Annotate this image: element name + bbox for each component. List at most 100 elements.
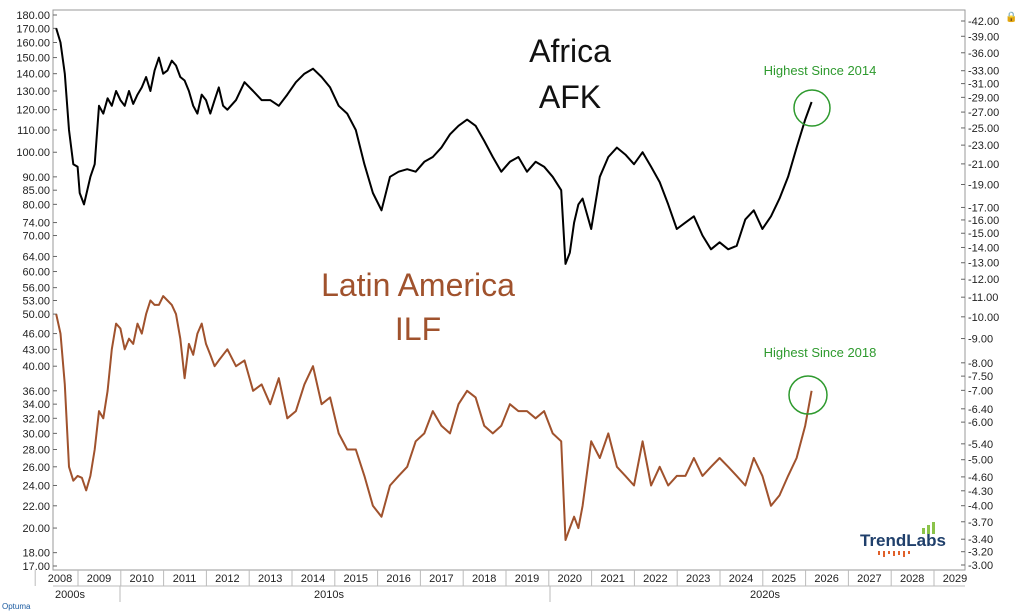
- right-tick-label: -29.00: [968, 92, 999, 104]
- x-tick-label: 2027: [857, 573, 881, 585]
- decade-axis: 2000s 2010s 2020s: [55, 586, 780, 602]
- left-tick-label: 26.00: [22, 462, 50, 474]
- right-tick-label: -4.30: [968, 486, 993, 498]
- right-tick-label: -21.00: [968, 159, 999, 171]
- left-tick-label: 70.00: [22, 231, 50, 243]
- right-tick-label: -9.00: [968, 334, 993, 346]
- right-tick-label: -3.00: [968, 560, 993, 572]
- x-tick-label: 2012: [215, 573, 239, 585]
- left-tick-label: 180.00: [16, 10, 50, 22]
- right-tick-label: -16.00: [968, 215, 999, 227]
- annotation-africa: Africa: [529, 33, 611, 69]
- right-tick-label: -33.00: [968, 66, 999, 78]
- series-line-ilf: [55, 295, 813, 541]
- left-tick-label: 90.00: [22, 172, 50, 184]
- left-tick-label: 34.00: [22, 399, 50, 411]
- left-tick-label: 56.00: [22, 283, 50, 295]
- left-tick-label: 30.00: [22, 428, 50, 440]
- left-tick-label: 36.00: [22, 386, 50, 398]
- right-axis: -42.00 -39.00 -36.00 -33.00-31.00-29.00 -27.…: [961, 16, 999, 572]
- left-tick-label: 17.00: [22, 561, 50, 573]
- decade-label: 2020s: [750, 589, 780, 601]
- x-tick-label: 2024: [729, 573, 753, 585]
- x-tick-label: 2015: [344, 573, 368, 585]
- x-tick-label: 2011: [173, 573, 197, 585]
- x-tick-label: 2014: [301, 573, 325, 585]
- right-tick-label: -7.00: [968, 385, 993, 397]
- right-tick-label: -10.00: [968, 312, 999, 324]
- x-tick-label: 2017: [429, 573, 453, 585]
- x-tick-label: 2018: [472, 573, 496, 585]
- right-tick-label: -27.00: [968, 107, 999, 119]
- decade-label: 2000s: [55, 589, 85, 601]
- x-tick-label: 2008: [48, 573, 72, 585]
- left-tick-label: 110.00: [17, 125, 50, 137]
- x-tick-label: 2010: [130, 573, 154, 585]
- annotation-highest-2018: Highest Since 2018: [764, 345, 877, 360]
- left-tick-label: 53.00: [22, 295, 50, 307]
- left-tick-label: 28.00: [22, 444, 50, 456]
- annotation-latin-america: Latin America: [321, 267, 515, 303]
- right-tick-label: -3.40: [968, 534, 993, 546]
- left-tick-label: 22.00: [22, 501, 50, 513]
- right-tick-label: -4.60: [968, 472, 993, 484]
- right-tick-label: -14.00: [968, 242, 999, 254]
- right-tick-label: -6.40: [968, 404, 993, 416]
- left-tick-label: 20.00: [22, 523, 50, 535]
- left-tick-label: 18.00: [22, 548, 50, 560]
- trendlabs-logo: TrendLabs: [860, 522, 946, 557]
- optuma-brand: Optuma: [2, 602, 31, 611]
- logo-text: TrendLabs: [860, 531, 946, 550]
- left-tick-label: 43.00: [22, 344, 50, 356]
- left-tick-label: 50.00: [22, 309, 50, 321]
- decade-label: 2010s: [314, 589, 344, 601]
- x-axis: 2008 2009 2010 2011 2012 2013 2014 2015 2016 2017…: [34, 570, 967, 587]
- right-tick-label: -42.00: [968, 16, 999, 28]
- left-tick-label: 85.00: [22, 185, 50, 197]
- x-tick-label: 2022: [643, 573, 667, 585]
- right-tick-label: -31.00: [968, 79, 999, 91]
- left-tick-label: 74.00: [22, 218, 50, 230]
- left-tick-label: 80.00: [22, 199, 50, 211]
- right-tick-label: -12.00: [968, 274, 999, 286]
- left-tick-label: 130.00: [16, 86, 50, 98]
- right-tick-label: -23.00: [968, 140, 999, 152]
- right-tick-label: -5.40: [968, 439, 993, 451]
- right-tick-label: -6.00: [968, 417, 993, 429]
- right-tick-label: -13.00: [968, 258, 999, 270]
- right-tick-label: -19.00: [968, 180, 999, 192]
- x-tick-label: 2023: [686, 573, 710, 585]
- series-line-afk: [55, 28, 813, 265]
- right-tick-label: -36.00: [968, 48, 999, 60]
- highlight-circle-ilf: [788, 375, 828, 415]
- lock-icon[interactable]: 🔒: [1005, 12, 1018, 23]
- left-tick-label: 40.00: [22, 361, 50, 373]
- right-tick-label: -4.00: [968, 501, 993, 513]
- left-tick-label: 46.00: [22, 329, 50, 341]
- x-tick-label: 2009: [87, 573, 111, 585]
- right-tick-label: -7.50: [968, 371, 993, 383]
- x-tick-label: 2029: [943, 573, 967, 585]
- annotation-ilf: ILF: [395, 311, 441, 347]
- x-tick-label: 2019: [515, 573, 539, 585]
- x-tick-label: 2028: [900, 573, 924, 585]
- annotation-afk: AFK: [539, 79, 601, 115]
- left-tick-label: 100.00: [16, 147, 50, 159]
- left-tick-label: 170.00: [16, 23, 50, 35]
- x-tick-label: 2021: [600, 573, 624, 585]
- x-tick-label: 2026: [814, 573, 838, 585]
- left-tick-label: 120.00: [16, 105, 50, 117]
- right-tick-label: -39.00: [968, 31, 999, 43]
- highlight-circle-afk: [793, 89, 831, 127]
- right-tick-label: -11.00: [968, 292, 998, 304]
- annotation-highest-2014: Highest Since 2014: [764, 63, 877, 78]
- right-tick-label: -25.00: [968, 123, 999, 135]
- right-tick-label: -5.00: [968, 455, 993, 467]
- series-group: [55, 28, 813, 541]
- plot-frame: [52, 9, 966, 571]
- x-tick-label: 2025: [772, 573, 796, 585]
- left-tick-label: 64.00: [22, 251, 50, 263]
- right-tick-label: -8.00: [968, 358, 993, 370]
